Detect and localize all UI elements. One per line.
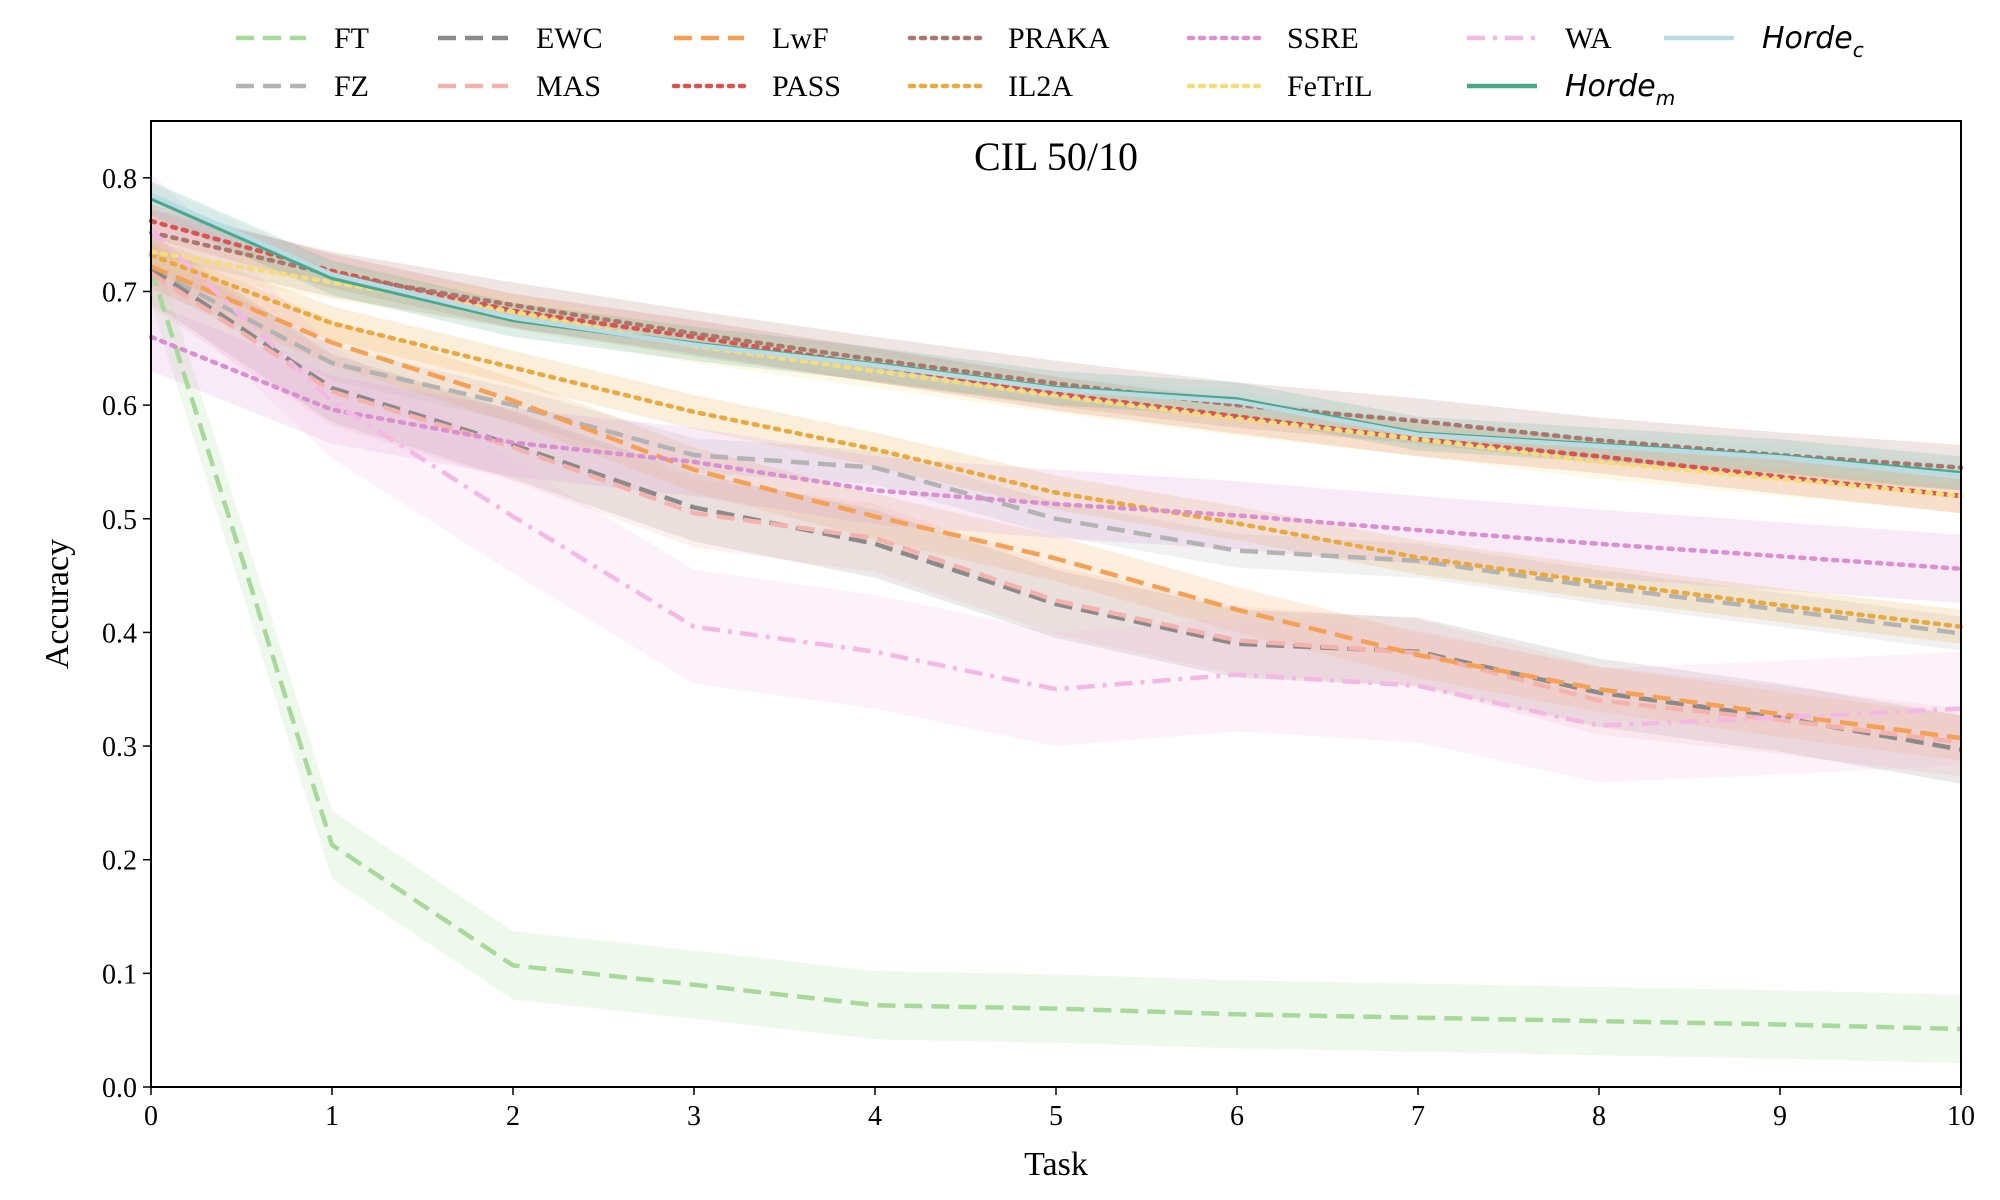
band-praka [151, 209, 1961, 491]
line-fz [149, 266, 1962, 636]
line-wa [149, 228, 1962, 728]
y-tick-label: 0.6 [102, 391, 137, 422]
line-praka [148, 230, 1964, 470]
legend-entry-horde-m: Hordem [1467, 69, 1675, 110]
x-tick-label: 6 [1230, 1101, 1244, 1132]
band-fetril [151, 234, 1961, 514]
line-mas [149, 271, 1962, 745]
x-tick-label: 9 [1773, 1101, 1787, 1132]
x-tick-label: 10 [1947, 1101, 1975, 1132]
legend-entry-ssre: SSRE [1186, 22, 1359, 55]
legend-label: MAS [536, 70, 601, 103]
x-tick-label: 0 [144, 1101, 158, 1132]
x-tick-label: 7 [1411, 1101, 1425, 1132]
x-tick-label: 3 [687, 1101, 701, 1132]
legend-entry-wa: WA [1467, 22, 1612, 55]
y-axis-label: Accuracy [39, 539, 76, 669]
x-axis-ticks: 0 1 2 3 4 5 6 7 8 9 10 [144, 1087, 1975, 1132]
band-ssre [151, 302, 1961, 603]
line-horde-c [150, 192, 1962, 478]
legend-label: FT [334, 22, 369, 55]
line-il2a [148, 252, 1964, 629]
legend-entry-praka: PRAKA [907, 22, 1110, 55]
legend: FT FZ EWC MAS LwF PASS PRAKA IL2A SSRE FeTrIL WA Ho… [236, 21, 1864, 110]
confidence-bands [151, 173, 1961, 1064]
legend-label: WA [1565, 22, 1612, 55]
y-tick-label: 0.5 [102, 505, 137, 536]
x-tick-label: 4 [868, 1101, 882, 1132]
legend-entry-fz: FZ [236, 70, 369, 103]
legend-entry-ewc: EWC [438, 22, 603, 55]
y-axis-ticks: 0.0 0.1 0.2 0.3 0.4 0.5 0.6 0.7 0.8 [102, 164, 151, 1104]
y-tick-label: 0.4 [102, 618, 137, 649]
legend-entry-il2a: IL2A [907, 70, 1073, 103]
chart-title: CIL 50/10 [974, 134, 1138, 179]
y-tick-label: 0.0 [102, 1073, 137, 1104]
legend-entry-fetril: FeTrIL [1186, 70, 1373, 103]
legend-label: PASS [772, 70, 841, 103]
line-ft [148, 268, 1962, 1032]
y-tick-label: 0.1 [102, 959, 137, 990]
band-lwf [151, 243, 1961, 761]
band-ewc [151, 234, 1961, 784]
x-tick-label: 2 [506, 1101, 520, 1132]
y-tick-label: 0.8 [102, 164, 137, 195]
legend-entry-lwf: LwF [674, 22, 829, 55]
line-lwf [150, 264, 1962, 741]
y-tick-label: 0.7 [102, 277, 137, 308]
legend-label: FZ [334, 70, 369, 103]
legend-label: SSRE [1287, 22, 1359, 55]
legend-label: FeTrIL [1287, 70, 1373, 103]
series-lines [148, 192, 1964, 1032]
legend-label: Hordec [1762, 21, 1864, 62]
y-tick-label: 0.2 [102, 846, 137, 877]
x-tick-label: 8 [1592, 1101, 1606, 1132]
legend-entry-pass: PASS [671, 70, 841, 103]
legend-label: LwF [772, 22, 829, 55]
band-mas [151, 239, 1961, 777]
x-axis-label: Task [1024, 1146, 1088, 1183]
legend-entry-ft: FT [236, 22, 369, 55]
line-ssre [148, 334, 1964, 572]
legend-entry-mas: MAS [438, 70, 601, 103]
band-pass [151, 204, 1961, 514]
legend-label: EWC [536, 22, 603, 55]
x-tick-label: 1 [325, 1101, 339, 1132]
band-il2a [151, 238, 1961, 644]
x-tick-label: 5 [1049, 1101, 1063, 1132]
legend-label: IL2A [1008, 70, 1073, 103]
line-ewc [149, 266, 1962, 752]
legend-entry-horde-c: Hordec [1664, 21, 1864, 62]
y-tick-label: 0.3 [102, 732, 137, 763]
legend-label: Hordem [1565, 69, 1675, 110]
legend-label: PRAKA [1008, 22, 1110, 55]
